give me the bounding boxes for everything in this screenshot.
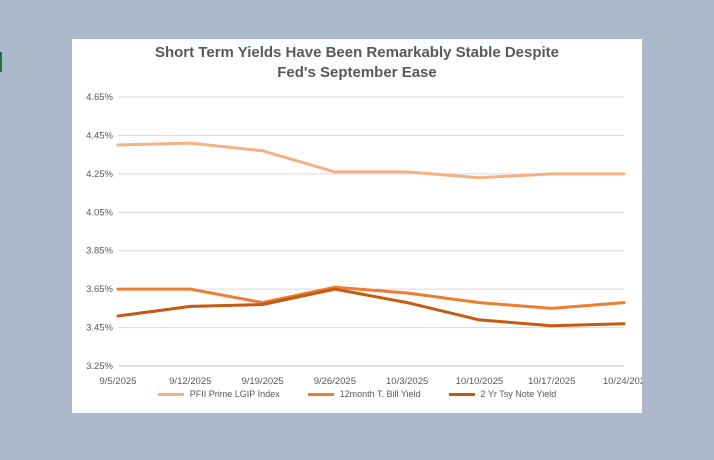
x-tick-label: 9/12/2025 (169, 376, 211, 387)
y-tick-label: 4.65% (86, 92, 113, 103)
x-tick-label: 10/17/2025 (528, 376, 576, 387)
series-line-3 (116, 287, 626, 328)
chart-title-line-2: Fed's September Ease (277, 64, 437, 81)
x-tick-label: 10/10/2025 (456, 376, 504, 387)
y-tick-label: 4.45% (86, 130, 113, 141)
chart-area[interactable]: Short Term Yields Have Been Remarkably S… (72, 39, 642, 413)
y-tick-label: 4.25% (86, 169, 113, 180)
legend-swatch (448, 392, 475, 396)
x-tick-label: 9/19/2025 (241, 376, 283, 387)
plot-area: 3.25% 3.45% 3.65% 3.85% 4.05% 4.25% 4.45% 4.65%… (86, 92, 642, 387)
legend-item: PFII Prime LGIP Index (157, 389, 280, 399)
x-tick-label: 9/26/2025 (314, 376, 356, 387)
y-tick-label: 3.65% (86, 284, 113, 295)
legend-swatch (157, 392, 184, 396)
x-tick-label: 10/24/202 (603, 376, 642, 387)
legend-label: 12month T. Bill Yield (339, 389, 421, 399)
series-line-1 (116, 141, 626, 180)
y-tick-label: 4.05% (86, 207, 113, 218)
y-tick-label: 3.45% (86, 323, 113, 334)
y-tick-label: 3.85% (86, 246, 113, 257)
legend: PFII Prime LGIP Index 12month T. Bill Yie… (72, 389, 642, 399)
series-line-2 (116, 285, 626, 310)
chart-title-line-1: Short Term Yields Have Been Remarkably S… (154, 44, 560, 61)
y-tick-label: 3.25% (86, 361, 113, 372)
sheet-edge-marker (0, 52, 4, 72)
legend-item: 12month T. Bill Yield (307, 389, 421, 399)
legend-label: PFII Prime LGIP Index (189, 389, 280, 399)
x-tick-label: 10/3/2025 (386, 376, 428, 387)
chart-title: Short Term Yields Have Been Remarkably S… (72, 43, 642, 83)
legend-label: 2 Yr Tsy Note Yield (480, 389, 557, 399)
x-tick-label: 9/5/2025 (100, 376, 137, 387)
legend-item: 2 Yr Tsy Note Yield (448, 389, 557, 399)
legend-swatch (307, 392, 334, 396)
